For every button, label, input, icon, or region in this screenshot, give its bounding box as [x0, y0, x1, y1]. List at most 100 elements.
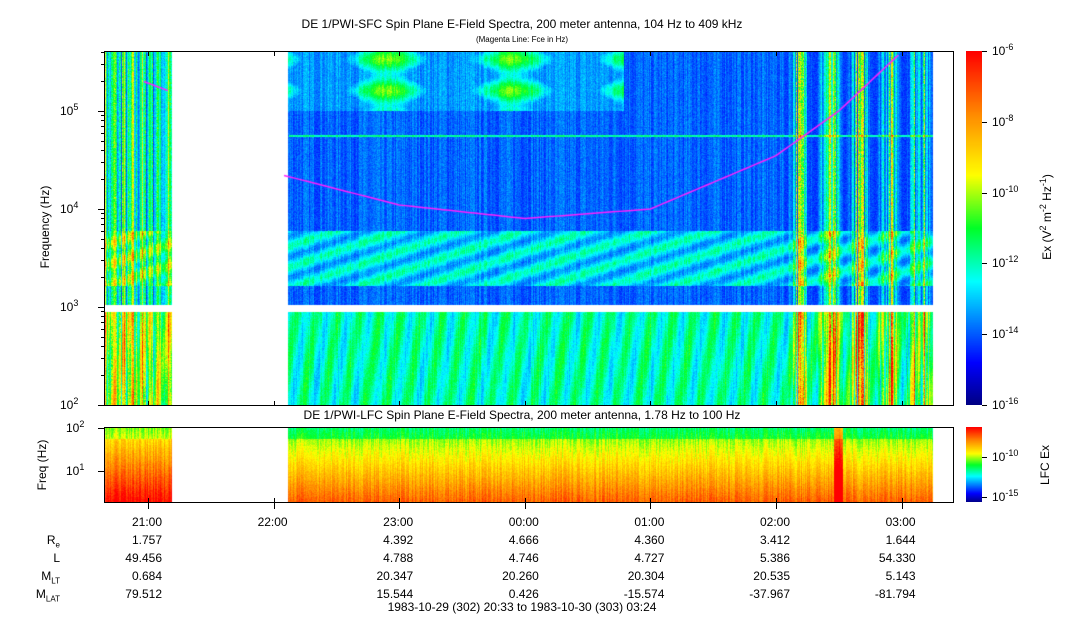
ephemeris-re-value: 4.392 — [383, 533, 414, 547]
axis-tick — [524, 401, 526, 406]
ephemeris-row-label: Re — [46, 533, 60, 550]
ephemeris-mlt-value: 20.260 — [502, 569, 539, 583]
top-chart-title: DE 1/PWI-SFC Spin Plane E-Field Spectra,… — [301, 17, 743, 31]
axis-tick — [650, 498, 652, 503]
lfc-colorbar-tick: 10-15 — [992, 488, 1019, 504]
x-tick-label: 23:00 — [383, 515, 414, 529]
sfc-plot-frame — [104, 51, 954, 406]
ephemeris-re-value: 4.666 — [508, 533, 539, 547]
axis-tick — [98, 209, 104, 210]
axis-tick — [982, 51, 987, 52]
axis-tick — [776, 503, 777, 509]
axis-tick — [98, 111, 104, 112]
axis-tick — [101, 277, 104, 279]
axis-tick — [982, 334, 987, 336]
axis-tick — [101, 336, 104, 338]
lfc-colorbar — [966, 427, 982, 502]
axis-tick — [101, 126, 104, 128]
axis-tick — [273, 503, 275, 509]
x-tick-label: 02:00 — [759, 515, 790, 529]
axis-tick — [98, 307, 104, 308]
axis-tick — [273, 51, 275, 56]
top-chart-subtitle: (Magenta Line: Fce in Hz) — [475, 35, 569, 44]
sfc-colorbar-tick: 10-12 — [992, 254, 1019, 271]
x-tick-label: 03:00 — [885, 515, 916, 529]
axis-tick — [101, 260, 104, 262]
axis-tick — [650, 51, 652, 56]
axis-tick — [101, 375, 104, 377]
axis-tick — [101, 230, 104, 232]
ephemeris-mlat-value: 15.544 — [376, 587, 414, 601]
axis-tick — [101, 81, 104, 83]
x-tick-label: 22:00 — [257, 515, 288, 529]
axis-tick — [101, 224, 104, 226]
ephemeris-l-value: 4.746 — [508, 551, 539, 565]
bottom-chart-title: DE 1/PWI-LFC Spin Plane E-Field Spectra,… — [303, 408, 741, 422]
axis-tick — [101, 51, 104, 53]
axis-tick — [148, 51, 149, 56]
axis-tick — [273, 401, 275, 406]
axis-tick — [101, 179, 104, 181]
ephemeris-l-value: 5.386 — [759, 551, 790, 565]
axis-tick — [524, 51, 526, 56]
axis-tick — [901, 498, 903, 503]
ephemeris-l-value: 4.727 — [634, 551, 665, 565]
axis-tick — [982, 405, 987, 406]
axis-tick — [101, 64, 104, 66]
x-tick-label: 00:00 — [508, 515, 539, 529]
axis-tick — [101, 328, 104, 330]
axis-tick — [101, 247, 104, 249]
ephemeris-mlat-value: -81.794 — [874, 587, 916, 601]
axis-tick — [399, 498, 401, 503]
sfc-colorbar-tick: 10-14 — [992, 325, 1019, 342]
x-tick-label: 21:00 — [131, 515, 162, 529]
axis-tick — [982, 121, 987, 123]
axis-tick — [98, 428, 104, 429]
axis-tick — [524, 503, 526, 509]
sfc-colorbar-tick: 10-10 — [992, 183, 1019, 200]
ephemeris-l-value: 49.456 — [125, 551, 162, 565]
ephemeris-mlat-value: 79.512 — [125, 587, 162, 601]
sfc-y-label: Frequency (Hz) — [38, 185, 52, 269]
ephemeris-mlt-value: 20.535 — [753, 569, 790, 583]
lfc-spectrogram — [104, 427, 953, 502]
axis-tick — [148, 503, 149, 509]
axis-tick — [982, 263, 987, 265]
lfc-colorbar-tick: 10-10 — [992, 448, 1019, 464]
axis-tick — [776, 401, 777, 406]
ephemeris-mlt-value: 20.304 — [627, 569, 665, 583]
ephemeris-mlat-value: 0.426 — [508, 587, 539, 601]
axis-tick — [101, 238, 104, 240]
sfc-y-tick-label: 103 — [60, 298, 79, 314]
ephemeris-row-label: L — [53, 551, 60, 565]
axis-tick — [101, 115, 104, 117]
ephemeris-re-value: 4.360 — [634, 533, 665, 547]
axis-tick — [101, 358, 104, 360]
ephemeris-mlat-value: -15.574 — [623, 587, 665, 601]
sfc-y-tick-label: 102 — [60, 396, 79, 412]
axis-tick — [901, 503, 903, 509]
axis-tick — [901, 51, 903, 56]
ephemeris-mlt-value: 20.347 — [376, 569, 414, 583]
axis-tick — [101, 345, 104, 347]
axis-tick — [399, 401, 401, 406]
ephemeris-mlt-value: 0.684 — [131, 569, 162, 583]
axis-tick — [101, 213, 104, 215]
sfc-y-tick-label: 104 — [60, 200, 79, 216]
axis-tick — [273, 498, 275, 503]
axis-tick — [101, 120, 104, 122]
sfc-colorbar-tick: 10-8 — [992, 112, 1014, 129]
lfc-y-tick-label: 102 — [66, 419, 85, 435]
axis-tick — [98, 471, 104, 472]
axis-tick — [399, 51, 401, 56]
axis-tick — [101, 132, 104, 134]
ephemeris-row-label: MLT — [41, 569, 60, 586]
axis-tick — [101, 140, 104, 142]
sfc-colorbar — [966, 51, 982, 405]
axis-tick — [101, 322, 104, 324]
axis-tick — [650, 401, 652, 406]
axis-tick — [101, 149, 104, 151]
axis-tick — [982, 457, 987, 458]
ephemeris-l-value: 4.788 — [383, 551, 414, 565]
axis-tick — [101, 218, 104, 220]
